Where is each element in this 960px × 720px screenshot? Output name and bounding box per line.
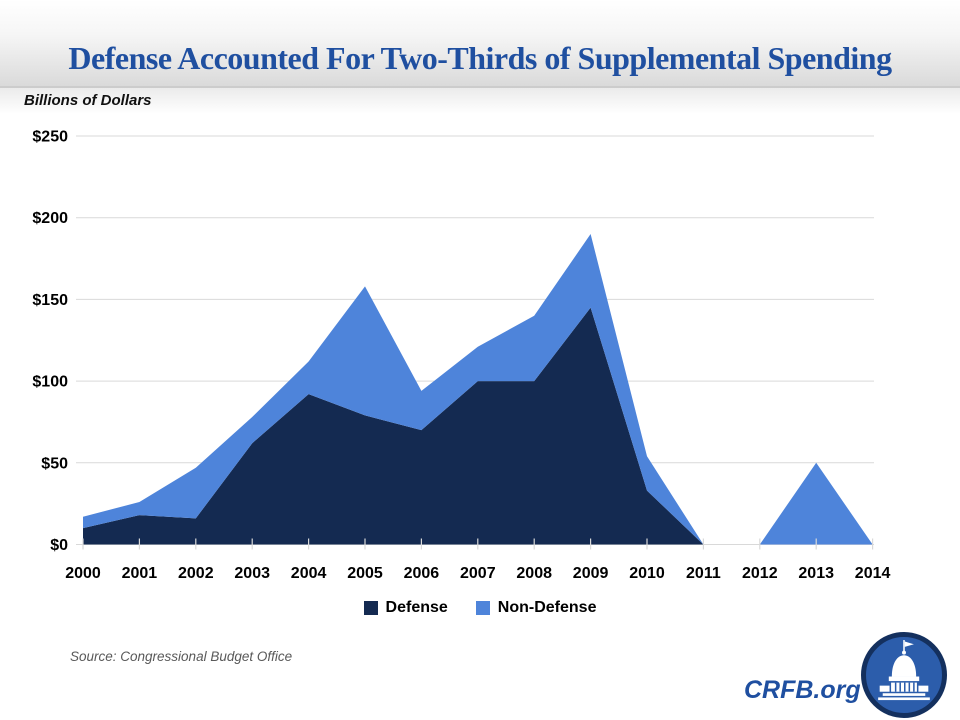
- x-axis-label: 2014: [855, 565, 891, 582]
- legend-label-defense: Defense: [385, 599, 448, 616]
- brand-text: CRFB.org: [744, 676, 861, 704]
- x-axis-label: 2000: [65, 565, 101, 582]
- x-axis-label: 2011: [686, 565, 721, 582]
- y-axis-label: $0: [50, 537, 68, 554]
- y-axis-label: $100: [32, 374, 68, 391]
- x-axis-label: 2002: [178, 565, 214, 582]
- defense-area: [83, 307, 873, 545]
- y-axis-units-label: Billions of Dollars: [24, 92, 152, 109]
- capitol-icon: [878, 640, 930, 701]
- legend-item-defense: Defense: [363, 599, 448, 617]
- x-axis-label: 2004: [291, 565, 327, 582]
- x-axis-label: 2005: [347, 565, 383, 582]
- x-axis-label: 2009: [573, 565, 609, 582]
- page-title: Defense Accounted For Two-Thirds of Supp…: [68, 40, 892, 76]
- y-axis-label: $150: [32, 292, 68, 309]
- x-axis-label: 2001: [122, 565, 158, 582]
- x-axis-label: 2003: [234, 565, 270, 582]
- y-axis-label: $200: [32, 210, 68, 227]
- legend: Defense Non-Defense: [0, 599, 960, 617]
- capitol-dome-logo: [861, 632, 947, 718]
- header-band: [0, 0, 960, 88]
- source-note: Source: Congressional Budget Office: [70, 649, 293, 664]
- legend-item-non-defense: Non-Defense: [475, 599, 597, 617]
- y-axis-label: $50: [41, 455, 68, 472]
- subheader-band: [0, 88, 960, 114]
- x-axis-label: 2007: [460, 565, 496, 582]
- x-axis-label: 2008: [516, 565, 552, 582]
- x-axis-label: 2013: [798, 565, 834, 582]
- legend-label-non-defense: Non-Defense: [497, 599, 597, 616]
- defense-swatch-icon: [363, 601, 378, 615]
- x-axis-label: 2012: [742, 565, 778, 582]
- x-axis-label: 2010: [629, 565, 665, 582]
- y-axis-label: $250: [32, 129, 68, 146]
- non-defense-area: [83, 234, 873, 545]
- x-axis-label: 2006: [404, 565, 440, 582]
- non-defense-swatch-icon: [475, 601, 490, 615]
